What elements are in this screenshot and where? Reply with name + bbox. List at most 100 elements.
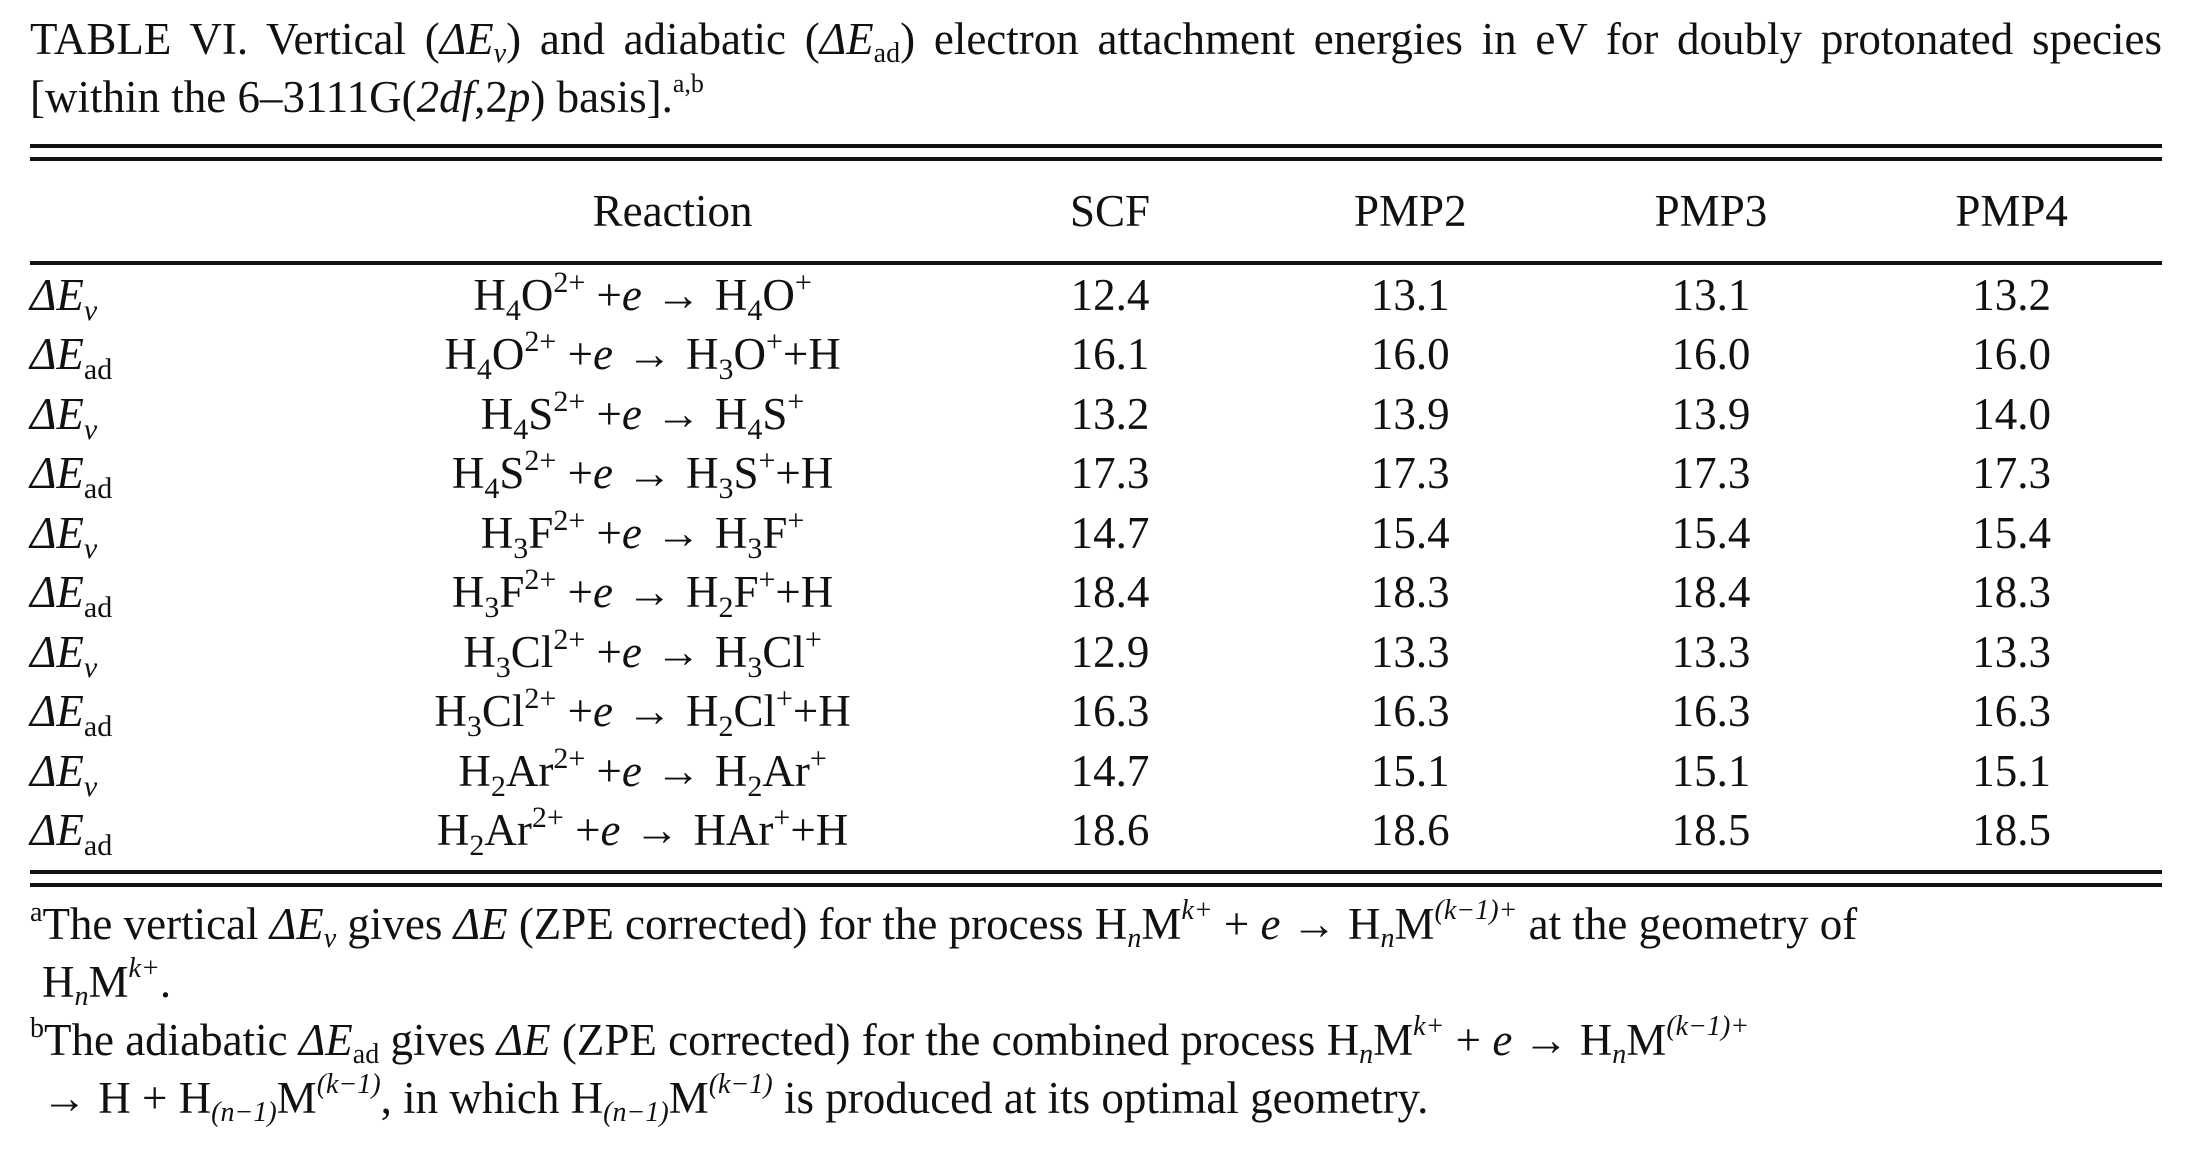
- value-cell: 15.1: [1370, 745, 1450, 796]
- product-el: S: [733, 448, 759, 499]
- arrow: →: [655, 745, 701, 796]
- header-cell-pmp2: PMP2: [1354, 186, 1467, 236]
- reactant-el: Ar: [484, 805, 532, 856]
- arrow: →: [626, 448, 672, 499]
- plus: +: [585, 507, 622, 558]
- product-n: 2: [718, 710, 734, 744]
- reactant-n: 3: [495, 650, 511, 684]
- row-reaction: H2Ar2+ +e → H2Ar+: [325, 741, 960, 801]
- value-cell: 14.0: [1972, 388, 2052, 439]
- value-cell: 12.9: [1070, 626, 1150, 677]
- footnote-b-m1: M: [1373, 1015, 1414, 1065]
- caption-text-1: Vertical (: [266, 14, 440, 64]
- row-label-sub: ad: [83, 710, 113, 744]
- product-n: 3: [747, 531, 763, 565]
- row-label-main: ΔE: [30, 805, 84, 856]
- footnote-a-line2-m: M: [88, 957, 129, 1007]
- plus: +: [556, 567, 593, 618]
- value-cell: 18.3: [1972, 567, 2052, 618]
- footnote-b-n1: n: [1359, 1039, 1374, 1070]
- value-cell: 17.3: [1972, 448, 2052, 499]
- reactant-el: Ar: [505, 745, 554, 796]
- table-row: ΔEv H4S2+ +e → H4S+ 13.2 13.9 13.9 14.0: [30, 384, 2162, 444]
- value-cell: 14.7: [1070, 745, 1150, 796]
- value-cell: 16.0: [1972, 329, 2052, 380]
- product-charge: +: [809, 741, 827, 775]
- reactant-n: 3: [484, 591, 500, 625]
- footnote-a-text-4: +: [1212, 899, 1261, 949]
- reactant-h: H: [434, 686, 467, 737]
- value-cell: 14.7: [1070, 507, 1150, 558]
- footnote-b-text-3: (ZPE corrected) for the combined process…: [550, 1015, 1360, 1065]
- caption-text-4: ) basis].: [530, 72, 673, 122]
- reactant-n: 4: [505, 293, 521, 327]
- footnote-b-line2-m1: M: [276, 1073, 317, 1123]
- footnote-b-mark: b: [30, 1013, 44, 1044]
- footnote-a-mark: a: [30, 897, 43, 928]
- value-cell: 18.5: [1972, 805, 2052, 856]
- product-charge: +: [787, 384, 805, 418]
- product-n: 2: [747, 769, 763, 803]
- arrow: →: [626, 329, 672, 380]
- product-el: F: [733, 567, 759, 618]
- row-reaction: H3F2+ +e → H2F++H: [325, 563, 960, 623]
- footnote-b-dE: ΔE: [298, 1015, 353, 1065]
- value-cell: 15.1: [1671, 745, 1751, 796]
- product-el: Cl: [762, 626, 805, 677]
- reactant-n: 3: [513, 531, 529, 565]
- footnote-a-m1: M: [1141, 899, 1182, 949]
- extra: +H: [790, 805, 849, 856]
- electron: e: [592, 448, 613, 499]
- value-cell: 13.3: [1972, 626, 2052, 677]
- footnote-b: bThe adiabatic ΔEad gives ΔE (ZPE correc…: [30, 1011, 2162, 1127]
- electron: e: [621, 626, 642, 677]
- reactant-h: H: [473, 269, 506, 320]
- product-n: 4: [747, 293, 763, 327]
- reactant-h: H: [451, 567, 485, 618]
- row-label: ΔEad: [30, 325, 325, 385]
- value-cell: 16.0: [1370, 329, 1450, 380]
- electron: e: [621, 507, 642, 558]
- electron: e: [621, 388, 642, 439]
- product-h: H: [714, 507, 748, 558]
- reactant-h: H: [480, 388, 514, 439]
- row-reaction: H3Cl2+ +e → H2Cl++H: [325, 682, 960, 742]
- reactant-h: H: [451, 448, 485, 499]
- product-charge: +: [773, 801, 791, 835]
- value-cell: 13.2: [1972, 269, 2052, 320]
- value-cell: 15.4: [1671, 507, 1751, 558]
- extra: +H: [782, 329, 841, 380]
- row-label: ΔEv: [30, 384, 325, 445]
- footnote-a-line2-end: .: [159, 957, 172, 1007]
- reactant-charge: 2+: [524, 563, 557, 597]
- caption-dEad-sub: ad: [873, 38, 901, 69]
- value-cell: 16.1: [1070, 329, 1150, 380]
- product-el: Cl: [733, 686, 776, 737]
- product-h: H: [693, 805, 726, 856]
- top-double-rule: [30, 144, 2162, 161]
- arrow: →: [655, 388, 701, 439]
- product-charge: +: [804, 622, 822, 656]
- row-label-main: ΔE: [30, 388, 84, 439]
- reactant-el: O: [520, 269, 554, 320]
- footnote-b-line2-sup1: (k−1): [316, 1069, 381, 1100]
- caption-dEv-sub: v: [493, 38, 507, 69]
- product-el: O: [733, 329, 766, 380]
- footnote-a-n1: n: [1127, 923, 1142, 954]
- plus: +: [585, 626, 622, 677]
- row-label-sub: ad: [83, 591, 113, 625]
- table-row: ΔEv H4O2+ +e → H4O+ 12.4 13.1 13.1 13.2: [30, 265, 2162, 325]
- row-label-sub: ad: [83, 353, 113, 387]
- row-label-main: ΔE: [30, 626, 84, 677]
- table-row: ΔEv H3F2+ +e → H3F+ 14.7 15.4 15.4 15.4: [30, 503, 2162, 563]
- footnote-a-k2: (k−1)+: [1434, 895, 1518, 926]
- footnote-b-dE-sub: ad: [352, 1039, 380, 1070]
- reactant-charge: 2+: [531, 801, 564, 835]
- row-reaction: H3Cl2+ +e → H3Cl+: [325, 622, 960, 682]
- plus: +: [563, 805, 601, 856]
- row-reaction: H4O2+ +e → H4O+: [325, 265, 960, 325]
- value-cell: 16.3: [1370, 686, 1450, 737]
- table-wrapper: Reaction SCF PMP2 PMP3 PMP4 ΔEv H4O2+ +e →…: [30, 144, 2162, 887]
- footnote-b-k1: k+: [1413, 1011, 1445, 1042]
- caption-text-3: ) electron attachment energies in eV for…: [30, 14, 2162, 122]
